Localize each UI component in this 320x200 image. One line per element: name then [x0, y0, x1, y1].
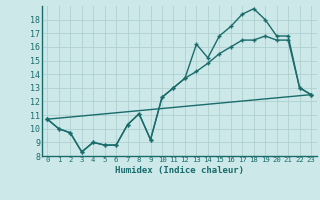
X-axis label: Humidex (Indice chaleur): Humidex (Indice chaleur): [115, 166, 244, 175]
